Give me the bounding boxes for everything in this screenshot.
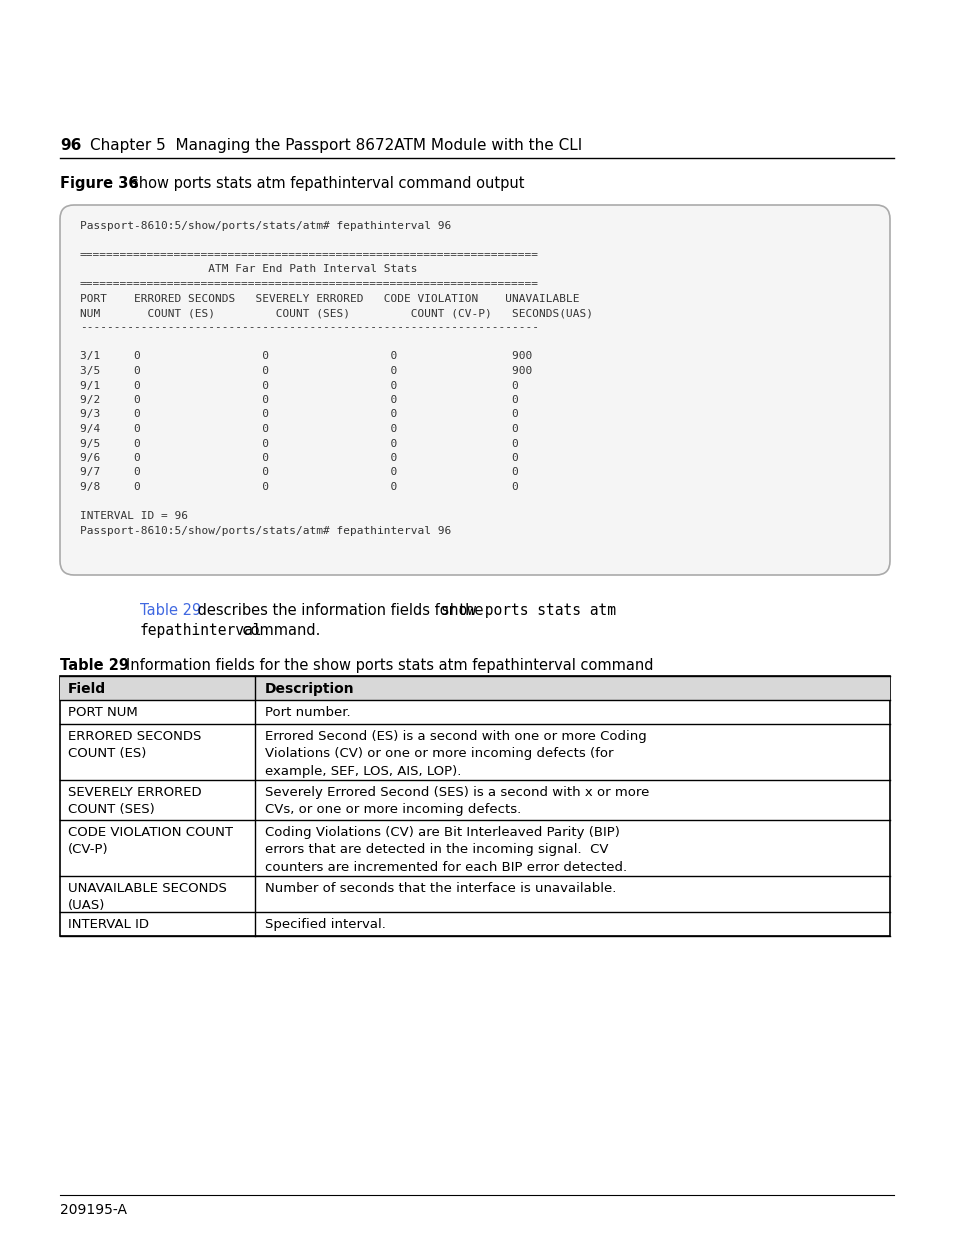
Text: Description: Description xyxy=(265,682,355,697)
Text: Field: Field xyxy=(68,682,106,697)
Text: Information fields for the show ports stats atm fepathinterval command: Information fields for the show ports st… xyxy=(126,658,653,673)
Text: Passport-8610:5/show/ports/stats/atm# fepathinterval 96: Passport-8610:5/show/ports/stats/atm# fe… xyxy=(80,526,451,536)
Text: show ports stats atm: show ports stats atm xyxy=(440,603,616,618)
Text: 3/5     0                  0                  0                 900: 3/5 0 0 0 900 xyxy=(80,366,532,375)
Text: ====================================================================: ========================================… xyxy=(80,249,538,261)
Bar xyxy=(60,676,889,700)
Text: CODE VIOLATION COUNT
(CV-P): CODE VIOLATION COUNT (CV-P) xyxy=(68,826,233,857)
Text: command.: command. xyxy=(237,622,320,638)
Text: show ports stats atm fepathinterval command output: show ports stats atm fepathinterval comm… xyxy=(131,177,524,191)
Text: 9/7     0                  0                  0                 0: 9/7 0 0 0 0 xyxy=(80,468,518,478)
Text: Table 29: Table 29 xyxy=(140,603,201,618)
Text: 9/4     0                  0                  0                 0: 9/4 0 0 0 0 xyxy=(80,424,518,433)
Text: Passport-8610:5/show/ports/stats/atm# fepathinterval 96: Passport-8610:5/show/ports/stats/atm# fe… xyxy=(80,221,451,231)
Text: 3/1     0                  0                  0                 900: 3/1 0 0 0 900 xyxy=(80,352,532,362)
Bar xyxy=(60,676,889,936)
Text: ERRORED SECONDS
COUNT (ES): ERRORED SECONDS COUNT (ES) xyxy=(68,730,201,761)
FancyBboxPatch shape xyxy=(60,205,889,576)
Text: 96: 96 xyxy=(60,138,81,153)
Text: 9/6     0                  0                  0                 0: 9/6 0 0 0 0 xyxy=(80,453,518,463)
Text: Specified interval.: Specified interval. xyxy=(265,918,385,931)
Text: Chapter 5  Managing the Passport 8672ATM Module with the CLI: Chapter 5 Managing the Passport 8672ATM … xyxy=(90,138,581,153)
Text: PORT    ERRORED SECONDS   SEVERELY ERRORED   CODE VIOLATION    UNAVAILABLE: PORT ERRORED SECONDS SEVERELY ERRORED CO… xyxy=(80,294,578,304)
Text: Number of seconds that the interface is unavailable.: Number of seconds that the interface is … xyxy=(265,882,616,895)
Text: ====================================================================: ========================================… xyxy=(80,279,538,289)
Text: 209195-A: 209195-A xyxy=(60,1203,127,1216)
Text: NUM       COUNT (ES)         COUNT (SES)         COUNT (CV-P)   SECONDS(UAS): NUM COUNT (ES) COUNT (SES) COUNT (CV-P) … xyxy=(80,308,593,317)
Text: 9/5     0                  0                  0                 0: 9/5 0 0 0 0 xyxy=(80,438,518,448)
Text: 9/2     0                  0                  0                 0: 9/2 0 0 0 0 xyxy=(80,395,518,405)
Text: --------------------------------------------------------------------: ----------------------------------------… xyxy=(80,322,538,332)
Text: PORT NUM: PORT NUM xyxy=(68,706,137,719)
Text: ATM Far End Path Interval Stats: ATM Far End Path Interval Stats xyxy=(80,264,417,274)
Text: SEVERELY ERRORED
COUNT (SES): SEVERELY ERRORED COUNT (SES) xyxy=(68,785,201,816)
Text: Table 29: Table 29 xyxy=(60,658,129,673)
Text: Figure 36: Figure 36 xyxy=(60,177,138,191)
Text: Coding Violations (CV) are Bit Interleaved Parity (BIP)
errors that are detected: Coding Violations (CV) are Bit Interleav… xyxy=(265,826,626,874)
Text: INTERVAL ID = 96: INTERVAL ID = 96 xyxy=(80,511,188,521)
Text: 9/1     0                  0                  0                 0: 9/1 0 0 0 0 xyxy=(80,380,518,390)
Text: fepathinterval: fepathinterval xyxy=(140,622,262,638)
Text: Errored Second (ES) is a second with one or more Coding
Violations (CV) or one o: Errored Second (ES) is a second with one… xyxy=(265,730,646,778)
Text: Severely Errored Second (SES) is a second with x or more
CVs, or one or more inc: Severely Errored Second (SES) is a secon… xyxy=(265,785,649,816)
Text: INTERVAL ID: INTERVAL ID xyxy=(68,918,149,931)
Text: 9/8     0                  0                  0                 0: 9/8 0 0 0 0 xyxy=(80,482,518,492)
Text: describes the information fields for the: describes the information fields for the xyxy=(193,603,488,618)
Text: Port number.: Port number. xyxy=(265,706,351,719)
Text: UNAVAILABLE SECONDS
(UAS): UNAVAILABLE SECONDS (UAS) xyxy=(68,882,227,913)
Text: 9/3     0                  0                  0                 0: 9/3 0 0 0 0 xyxy=(80,410,518,420)
